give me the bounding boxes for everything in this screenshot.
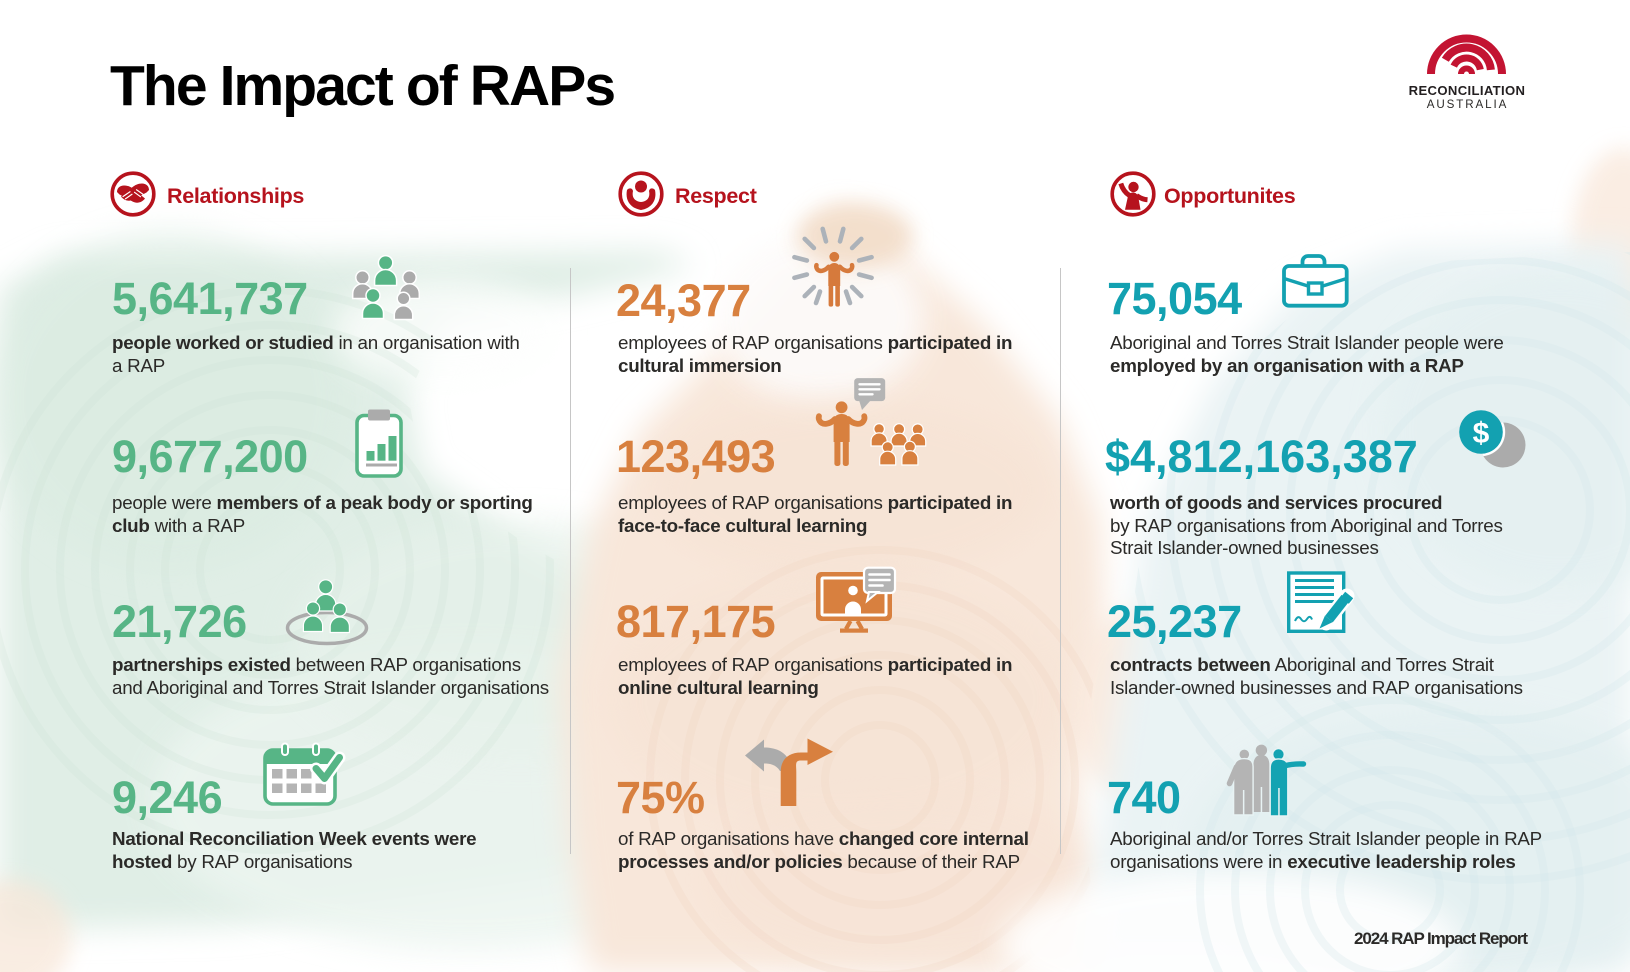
svg-text:$: $ [1473,417,1490,450]
svg-text:RECONCILIATION: RECONCILIATION [1409,83,1526,98]
svg-text:AUSTRALIA: AUSTRALIA [1427,98,1509,111]
